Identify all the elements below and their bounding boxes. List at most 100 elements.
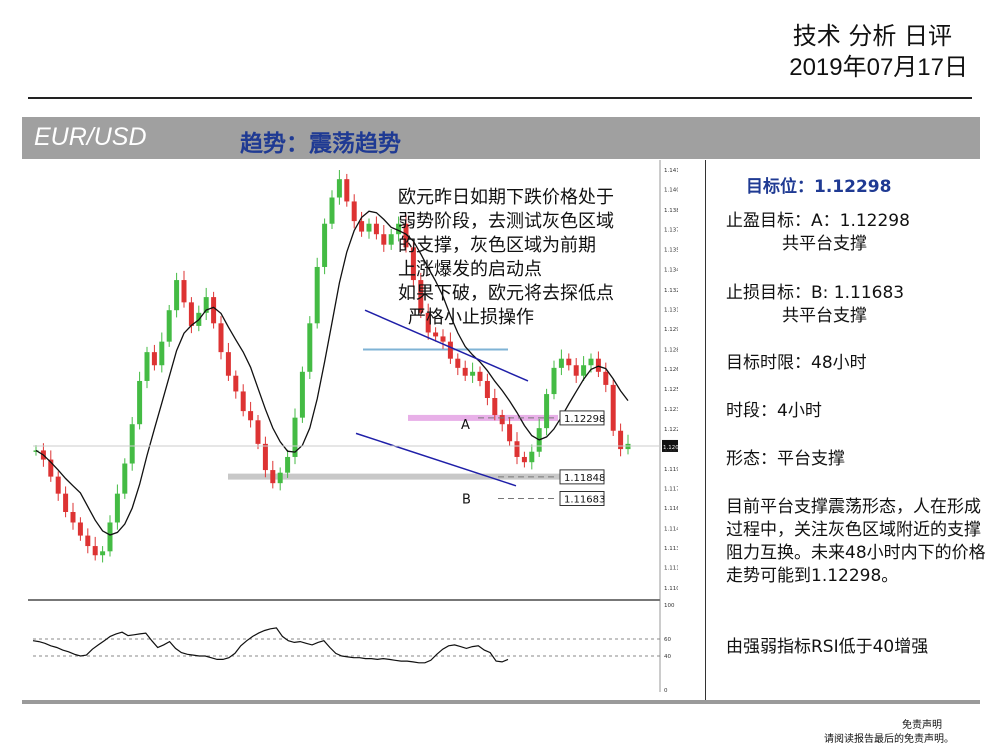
candle-body xyxy=(299,371,305,418)
candle-body xyxy=(329,197,335,224)
y-tick-label: 1.11455 xyxy=(664,526,678,532)
y-tick-label: 1.12975 xyxy=(664,327,678,333)
y-tick-label: 1.11155 xyxy=(664,566,678,572)
candle-body xyxy=(573,365,579,376)
footer-divider xyxy=(22,700,980,704)
candle-body xyxy=(373,223,379,235)
rsi-tick-label: 60 xyxy=(664,637,671,643)
candle-body xyxy=(595,358,601,372)
candle-body xyxy=(366,223,372,232)
y-tick-label: 1.13585 xyxy=(664,247,678,253)
currency-pair: EUR/USD xyxy=(34,123,147,151)
candle-body xyxy=(225,352,231,376)
candle-body xyxy=(248,411,254,421)
candle-body xyxy=(166,310,172,342)
level-box xyxy=(559,469,605,485)
candle-body xyxy=(292,417,298,457)
channel-upper-line xyxy=(364,309,529,382)
candle-body xyxy=(359,221,365,232)
annotation-line: 弱势阶段，去测试灰色区域 xyxy=(398,211,614,232)
candle-body xyxy=(174,280,180,311)
candle-body xyxy=(48,459,54,477)
candle-body xyxy=(63,493,69,512)
take-profit: 止盈目标：A：1.12298 xyxy=(726,211,910,231)
current-price-box xyxy=(662,439,678,452)
candle-body xyxy=(618,430,624,450)
y-tick-label: 1.11305 xyxy=(664,546,678,552)
current-price-label: 1.12084 xyxy=(663,445,678,451)
candle-body xyxy=(211,297,217,324)
rsi-tick-label: 0 xyxy=(664,688,668,694)
candle-body xyxy=(336,179,342,198)
annotation-line: 欧元昨日如期下跌价格处于 xyxy=(398,187,614,208)
level-label: 1.11683 xyxy=(564,495,605,506)
y-tick-label: 1.14040 xyxy=(664,188,678,194)
candle-body xyxy=(240,391,246,412)
trend-label: 趋势：震荡趋势 xyxy=(240,131,401,157)
candle-body xyxy=(344,179,350,202)
candle-body xyxy=(270,470,276,484)
candle-body xyxy=(396,223,402,235)
summary-text: 目前平台支撑震荡形态，人在形成过程中，关注灰色区域附近的支撑阻力互换。未来48小… xyxy=(726,497,986,586)
y-tick-label: 1.12215 xyxy=(664,427,678,433)
support-zone xyxy=(228,473,568,480)
candle-body xyxy=(277,472,283,484)
timeframe: 时段：4小时 xyxy=(726,401,822,421)
y-tick-label: 1.13125 xyxy=(664,308,678,314)
y-tick-label: 1.12064 xyxy=(664,447,678,453)
candle-body xyxy=(433,332,439,337)
candle-body xyxy=(603,371,609,385)
candle-body xyxy=(129,424,135,464)
pattern: 形态：平台支撑 xyxy=(726,449,845,469)
candle-body xyxy=(462,367,468,376)
stop-loss: 止损目标：B: 1.11683 xyxy=(726,283,905,303)
candle-body xyxy=(410,247,416,281)
price-chart: 1.12084 1.12298 A 1.11848 1.11683 B 1.14190 1.1… xyxy=(28,160,678,694)
y-tick-label: 1.11000 xyxy=(664,586,678,592)
candle-body xyxy=(114,493,120,523)
annotation-line: 上涨爆发的启动点 xyxy=(398,259,542,280)
candle-body xyxy=(92,546,98,556)
candle-body xyxy=(492,398,498,416)
candle-body xyxy=(588,358,594,366)
candle-body xyxy=(477,371,483,381)
y-tick-label: 1.11610 xyxy=(664,506,678,512)
report-title: 技术 分析 日评 xyxy=(792,22,952,50)
candle-body xyxy=(285,456,291,473)
target-price: 目标位：1.12298 xyxy=(746,177,892,197)
candle-body xyxy=(581,365,587,376)
candle-body xyxy=(425,312,431,333)
panel-divider xyxy=(705,160,706,700)
annotation-line: 严格小止损操作 xyxy=(408,307,534,328)
candle-body xyxy=(70,512,76,523)
candle-body xyxy=(529,451,535,463)
candle-body xyxy=(137,380,143,425)
y-tick-label: 1.13275 xyxy=(664,288,678,294)
report-date: 2019年07月17日 xyxy=(789,54,968,81)
candle-body xyxy=(351,201,357,222)
candle-body xyxy=(470,371,476,376)
candle-body xyxy=(499,415,505,425)
candle-body xyxy=(144,352,150,381)
level-marker: A xyxy=(461,418,470,433)
y-tick-label: 1.12820 xyxy=(664,348,678,354)
rsi-note: 由强弱指标RSI低于40增强 xyxy=(726,637,929,657)
candle-body xyxy=(262,443,268,471)
y-tick-label: 1.13735 xyxy=(664,228,678,234)
candle-body xyxy=(447,341,453,359)
candle-body xyxy=(551,367,557,395)
y-tick-label: 1.11910 xyxy=(664,467,678,473)
candle-body xyxy=(233,375,239,392)
candle-body xyxy=(544,394,550,429)
level-label: 1.11848 xyxy=(564,473,605,484)
candle-body xyxy=(203,297,209,313)
channel-lower-line xyxy=(355,432,517,487)
candle-body xyxy=(151,352,157,366)
chart-annotation: 欧元昨日如期下跌价格处于 弱势阶段，去测试灰色区域 的支撑，灰色区域为前期 上涨… xyxy=(398,186,673,330)
candle-body xyxy=(255,420,261,444)
y-tick-label: 1.13430 xyxy=(664,268,678,274)
disclaimer-title: 免责声明 xyxy=(902,720,942,731)
candle-body xyxy=(122,463,128,494)
candle-body xyxy=(218,323,224,353)
candle-body xyxy=(188,302,194,326)
